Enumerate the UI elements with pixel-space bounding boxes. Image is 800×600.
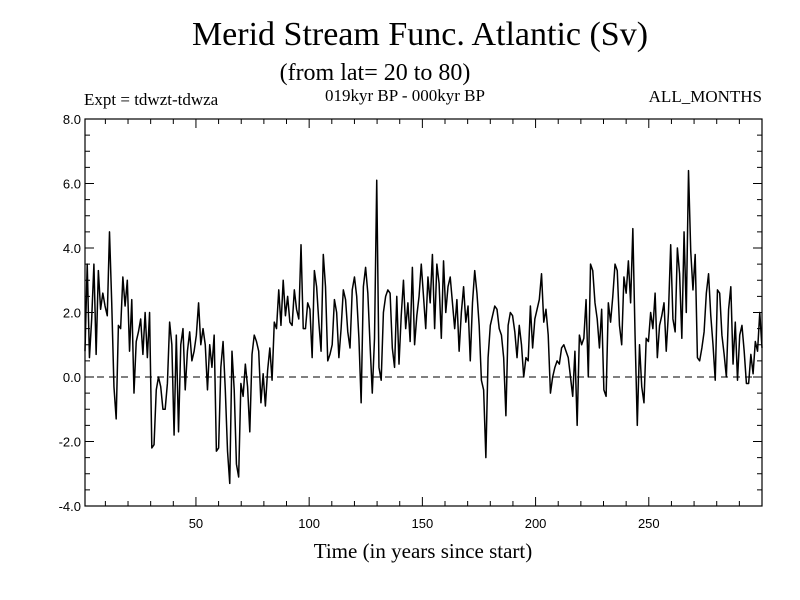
series-line: [84, 169, 763, 485]
y-tick-label: 4.0: [63, 241, 81, 256]
period-label: 019kyr BP - 000kyr BP: [325, 86, 485, 105]
x-axis-label: Time (in years since start): [313, 539, 533, 563]
chart-title: Merid Stream Func. Atlantic (Sv): [191, 16, 649, 53]
y-tick-label: -2.0: [59, 435, 81, 450]
y-tick-label: 2.0: [63, 306, 81, 321]
y-tick-label: 8.0: [63, 112, 81, 127]
y-tick-label: 6.0: [63, 177, 81, 192]
axis-ticks: [85, 118, 763, 507]
y-tick-label: 0.0: [63, 370, 81, 385]
x-tick-label: 50: [189, 516, 203, 531]
months-label: ALL_MONTHS: [648, 87, 762, 106]
x-tick-label: 100: [298, 516, 320, 531]
chart-subtitle: (from lat= 20 to 80): [279, 60, 471, 86]
plot-frame: [84, 118, 763, 507]
experiment-label: Expt = tdwzt-tdwza: [84, 90, 219, 109]
axis-tick-labels: -4.0 -2.0 0.0 2.0 4.0 6.0 8.0 50 100 150 200 250: [59, 112, 660, 531]
x-tick-label: 150: [412, 516, 434, 531]
y-tick-label: -4.0: [59, 499, 81, 514]
x-tick-label: 250: [638, 516, 660, 531]
x-tick-label: 200: [525, 516, 547, 531]
